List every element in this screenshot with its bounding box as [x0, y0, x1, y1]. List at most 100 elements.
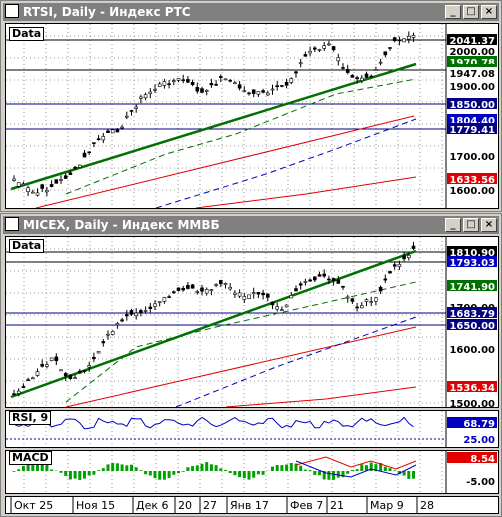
date-tick-label: 27	[203, 499, 217, 512]
candle	[96, 138, 101, 140]
price-label: 1900.00	[449, 82, 495, 93]
macd-bar	[21, 465, 25, 471]
candle	[378, 61, 383, 64]
candle	[200, 287, 204, 292]
price-label: 1500.00	[449, 399, 495, 407]
macd-bar	[285, 464, 289, 471]
candle	[143, 310, 148, 312]
candle	[219, 280, 223, 285]
minimize-button[interactable]: _	[445, 5, 461, 19]
macd-bar	[393, 470, 397, 471]
candle	[125, 314, 129, 317]
chart-app-icon	[5, 4, 19, 18]
candle	[162, 297, 167, 302]
moving-average-red	[35, 115, 415, 208]
macd-bar	[68, 471, 72, 480]
minimize-button[interactable]: _	[445, 218, 461, 232]
date-tick-label: Окт 25	[14, 499, 53, 512]
candle	[190, 284, 195, 289]
macd-line	[295, 460, 417, 478]
price-label: -5.00	[466, 477, 495, 488]
candle	[186, 79, 190, 83]
candle	[345, 69, 350, 73]
candle	[369, 75, 374, 78]
price-label: 1700.00	[449, 152, 495, 163]
candle	[73, 377, 77, 379]
macd-bar	[346, 471, 350, 474]
candle	[251, 292, 256, 295]
rtsi-chart-window[interactable]: RTSI, Daily - Индекс РТС _ □ × 2041.37 20…	[0, 0, 502, 212]
date-axis: Окт 25 Ноя 15 Дек 6 20 27 Янв 17 Фев 7 21 Мар 9 2…	[5, 496, 499, 514]
macd-panel[interactable]: 8.54 -5.00 MACD	[5, 450, 499, 494]
macd-bar	[177, 471, 180, 474]
candle	[341, 285, 345, 288]
price-label-box	[447, 184, 497, 195]
close-button[interactable]: ×	[481, 5, 497, 19]
rtsi-titlebar[interactable]: RTSI, Daily - Индекс РТС _ □ ×	[3, 3, 499, 21]
macd-bar	[374, 464, 378, 471]
candle	[167, 83, 171, 85]
macd-bar	[97, 470, 101, 471]
macd-bar	[402, 471, 406, 476]
date-tick-label: Дек 6	[136, 499, 169, 512]
candle	[350, 298, 355, 302]
micex-price-chart[interactable]: 1810.901793.031741.901700.001683.791650.…	[5, 236, 499, 408]
date-tick-label: Мар 9	[370, 499, 404, 512]
macd-signal-line	[295, 456, 417, 470]
price-label: 8.54	[470, 454, 495, 465]
macd-bar	[271, 466, 274, 471]
candle	[214, 83, 218, 86]
price-label-box	[447, 433, 497, 444]
candle	[359, 77, 364, 81]
candle	[200, 88, 204, 93]
candle	[115, 323, 120, 326]
candle	[327, 43, 331, 46]
candle	[134, 106, 138, 109]
candle	[303, 281, 308, 283]
candle	[30, 377, 35, 380]
candle	[16, 182, 21, 187]
candle	[247, 92, 251, 95]
candle	[190, 81, 195, 85]
macd-bar	[379, 462, 383, 471]
candle	[96, 351, 101, 354]
candle	[233, 292, 237, 295]
macd-bar	[31, 463, 35, 471]
macd-bar	[50, 469, 54, 471]
candle	[411, 35, 416, 38]
candle	[219, 76, 223, 78]
candle	[157, 83, 162, 87]
candle	[233, 82, 237, 85]
macd-bar	[228, 471, 232, 474]
candle	[242, 90, 247, 93]
candle	[317, 49, 322, 51]
candle	[172, 291, 176, 294]
maximize-button[interactable]: □	[463, 218, 479, 232]
candle	[125, 115, 129, 118]
rsi-panel[interactable]: 68.79 25.00 RSI, 9	[5, 410, 499, 448]
price-label: 1804.40	[449, 116, 495, 127]
candle	[26, 187, 30, 193]
candle	[298, 283, 303, 286]
macd-bar	[12, 471, 16, 472]
candle	[397, 264, 402, 267]
candle	[204, 289, 209, 294]
micex-chart-window[interactable]: MICEX, Daily - Индекс ММВБ _ □ × 1810.90…	[0, 213, 502, 517]
rtsi-price-chart[interactable]: 2041.372000.001970.781957.891947.081900.…	[5, 23, 499, 209]
micex-data-label: Data	[9, 239, 45, 253]
price-label: 68.79	[463, 419, 495, 430]
close-button[interactable]: ×	[481, 218, 497, 232]
macd-bar	[318, 471, 321, 476]
macd-bar	[83, 471, 86, 479]
macd-bar	[397, 471, 401, 475]
candle	[327, 278, 331, 281]
candle	[284, 82, 289, 86]
candle	[247, 294, 251, 299]
candle	[374, 69, 378, 71]
candle	[181, 287, 185, 291]
moving-average-red-long	[195, 176, 417, 208]
candle	[345, 296, 350, 299]
candle	[106, 130, 110, 133]
maximize-button[interactable]: □	[463, 5, 479, 19]
micex-titlebar[interactable]: MICEX, Daily - Индекс ММВБ _ □ ×	[3, 216, 499, 234]
